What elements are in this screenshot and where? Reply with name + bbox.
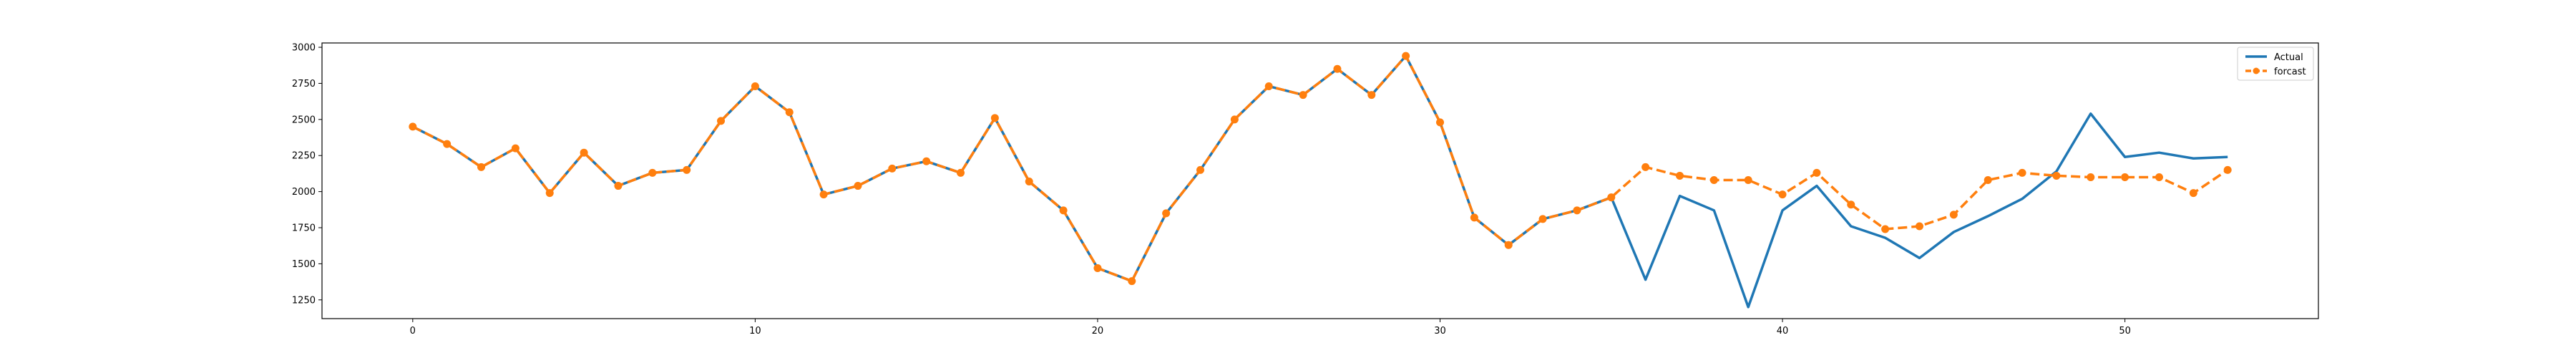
data-point-forcast [990, 114, 999, 122]
data-point-forcast [922, 157, 931, 165]
x-axis: 0 10 20 30 40 50 [410, 319, 2131, 337]
data-point-forcast [717, 117, 726, 125]
data-point-forcast [409, 122, 417, 131]
data-point-forcast [1025, 178, 1033, 186]
x-tick-label: 0 [410, 326, 416, 337]
data-point-forcast [957, 168, 965, 177]
data-point-forcast [2223, 165, 2232, 174]
data-point-forcast [1881, 225, 1890, 233]
data-point-forcast [1402, 52, 1410, 60]
data-point-forcast [2087, 173, 2095, 181]
data-point-forcast [1813, 168, 1821, 177]
data-point-forcast [1059, 206, 1068, 215]
data-point-forcast [1709, 175, 1718, 184]
data-point-forcast [1436, 118, 1444, 127]
legend: Actual forcast [2237, 47, 2314, 81]
y-tick-label: 2000 [292, 187, 316, 198]
y-axis: 1250 1500 1750 2000 2250 2500 2750 3000 [292, 43, 322, 306]
x-tick-label: 40 [1777, 326, 1789, 337]
data-point-forcast [1162, 209, 1171, 218]
y-tick-label: 1750 [292, 223, 316, 234]
data-point-forcast [477, 163, 486, 171]
data-point-forcast [2121, 173, 2129, 181]
data-point-forcast [683, 165, 691, 174]
data-point-forcast [614, 182, 623, 190]
data-point-forcast [1607, 193, 1616, 202]
x-tick-label: 20 [1092, 326, 1104, 337]
data-point-forcast [1984, 175, 1992, 184]
data-point-forcast [443, 140, 452, 148]
legend-forcast-marker [2253, 67, 2260, 74]
data-point-forcast [888, 164, 897, 173]
data-point-forcast [1847, 200, 1855, 209]
data-point-forcast [1538, 215, 1547, 223]
y-tick-label: 2250 [292, 151, 316, 162]
data-point-forcast [1128, 277, 1136, 286]
y-tick-label: 2500 [292, 115, 316, 125]
data-point-forcast [2155, 173, 2163, 181]
data-point-forcast [648, 168, 657, 177]
data-point-forcast [2052, 171, 2061, 180]
data-point-forcast [1196, 165, 1204, 174]
data-point-forcast [545, 189, 554, 198]
data-point-forcast [1949, 211, 1958, 219]
data-point-forcast [1573, 206, 1581, 215]
data-point-forcast [1093, 263, 1102, 272]
data-point-forcast [580, 148, 588, 157]
data-point-forcast [511, 144, 519, 153]
x-tick-label: 10 [749, 326, 761, 337]
data-point-forcast [1470, 213, 1478, 222]
data-point-forcast [1299, 91, 1307, 100]
data-point-forcast [1230, 115, 1239, 124]
data-point-forcast [1333, 64, 1342, 73]
y-tick-label: 1250 [292, 295, 316, 306]
data-point-forcast [1778, 190, 1787, 199]
y-tick-label: 3000 [292, 43, 316, 54]
y-tick-label: 1500 [292, 259, 316, 270]
data-point-forcast [819, 190, 828, 199]
y-tick-label: 2750 [292, 79, 316, 90]
series-markers [409, 52, 2232, 286]
x-tick-label: 30 [1434, 326, 1446, 337]
legend-actual-label: Actual [2274, 52, 2303, 63]
data-point-forcast [2189, 189, 2197, 198]
data-point-forcast [2018, 168, 2026, 177]
series-line-forcast [412, 54, 2229, 283]
data-point-forcast [1744, 175, 1752, 184]
data-point-forcast [1641, 163, 1650, 171]
data-point-forcast [1675, 171, 1684, 180]
plot-frame [321, 42, 2319, 319]
data-point-forcast [785, 108, 794, 117]
data-point-forcast [1367, 91, 1376, 100]
series-lines [412, 54, 2229, 309]
x-tick-label: 50 [2119, 326, 2131, 337]
data-point-forcast [1264, 82, 1273, 90]
data-point-forcast [1504, 241, 1513, 249]
legend-forcast-label: forcast [2274, 67, 2306, 77]
data-point-forcast [1915, 222, 1923, 231]
data-point-forcast [854, 182, 862, 190]
data-point-forcast [751, 82, 759, 90]
